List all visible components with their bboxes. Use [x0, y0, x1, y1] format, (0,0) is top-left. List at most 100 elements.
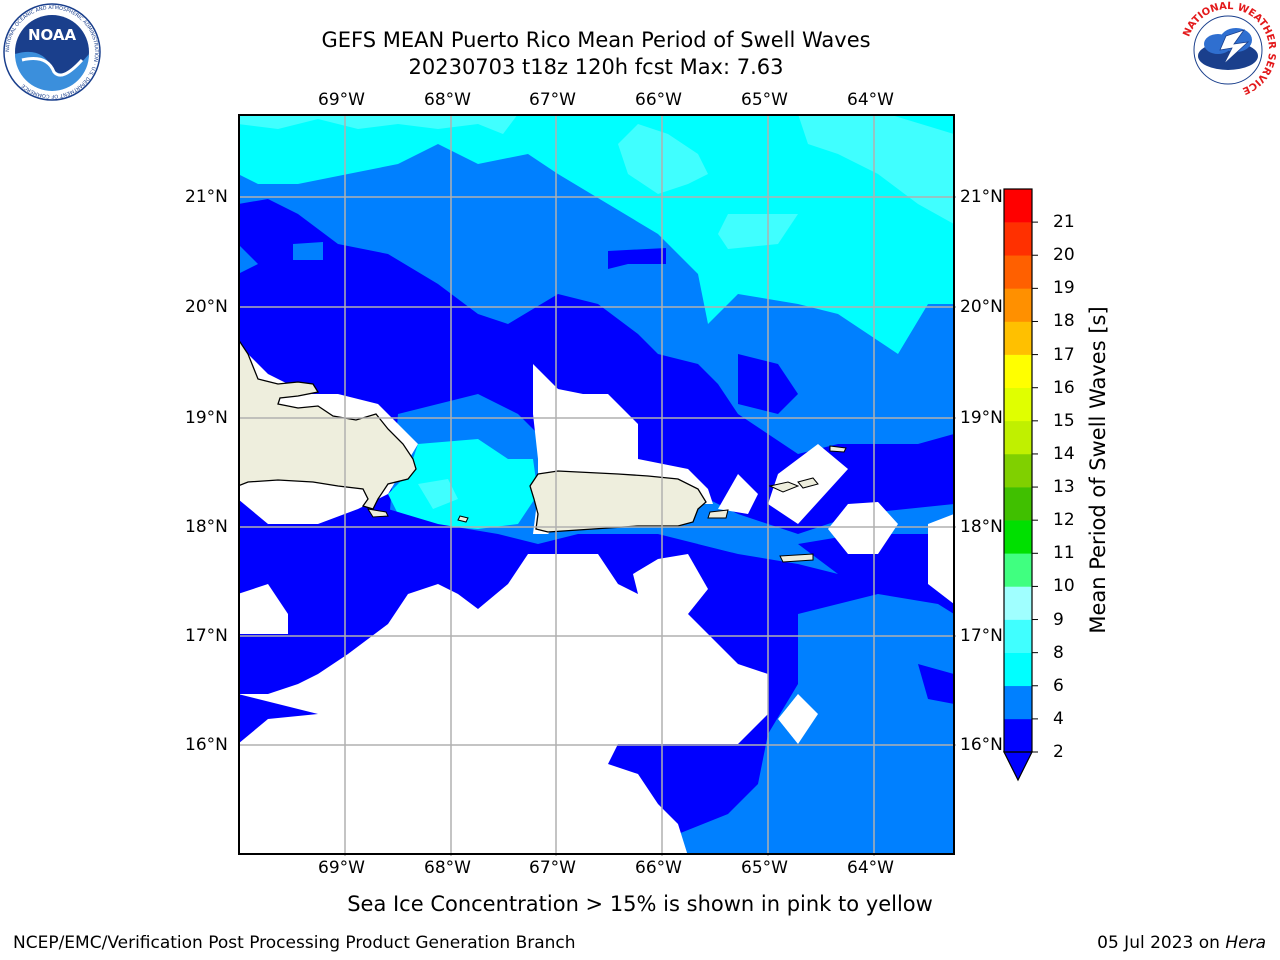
swell-band-island2	[608, 248, 666, 269]
mask-east1	[828, 502, 898, 554]
colorbar-segment	[1004, 652, 1032, 687]
colorbar-tick-label: 18	[1053, 311, 1075, 332]
mask-south2	[633, 554, 708, 614]
land-st-croix	[779, 553, 814, 563]
lat-label-right: 21°N	[960, 187, 1003, 207]
colorbar-segment	[1004, 553, 1032, 587]
colorbar-tick-label: 2	[1053, 742, 1064, 762]
land-vieques	[707, 509, 729, 519]
land-mona	[457, 515, 469, 523]
footer-host: Hera	[1225, 933, 1266, 953]
lon-label-top: 66°W	[635, 90, 682, 110]
swell-band-light-mona	[418, 479, 458, 509]
colorbar-tick-label: 9	[1053, 609, 1064, 630]
map-frame	[238, 114, 955, 855]
colorbar-tick-label: 21	[1053, 212, 1075, 233]
colorbar-extend-arrow	[1003, 751, 1033, 782]
swell-band-edge	[239, 245, 258, 274]
colorbar-tick-label: 15	[1053, 410, 1075, 431]
mask-vi1	[718, 474, 758, 514]
colorbar-segment	[1004, 387, 1032, 422]
colorbar	[1003, 188, 1038, 782]
colorbar-tick-label: 10	[1053, 576, 1075, 597]
lat-label-right: 16°N	[960, 735, 1003, 755]
colorbar-segment	[1004, 321, 1032, 355]
lon-label-top: 68°W	[424, 90, 471, 110]
swell-band-cyan-mona	[388, 439, 538, 529]
colorbar-tick-label: 13	[1053, 477, 1075, 498]
footer-branch: NCEP/EMC/Verification Post Processing Pr…	[13, 933, 576, 953]
colorbar-frame	[1003, 188, 1033, 753]
lon-label-bottom: 67°W	[529, 858, 576, 878]
lat-label-right: 19°N	[960, 408, 1003, 428]
mask-west1	[239, 584, 288, 634]
lat-label-left: 17°N	[185, 626, 228, 646]
swell-band-light-north	[239, 115, 518, 134]
colorbar-segment	[1004, 718, 1032, 753]
footer-date-text: 05 Jul 2023 on	[1097, 933, 1226, 953]
colorbar-tick-label: 17	[1053, 344, 1075, 365]
land-bvi	[797, 477, 819, 489]
colorbar-tick-label: 16	[1053, 377, 1075, 398]
colorbar-tick-label: 8	[1053, 642, 1064, 663]
map-gridlines	[238, 114, 956, 856]
colorbar-label: Mean Period of Swell Waves [s]	[1086, 306, 1110, 634]
lat-label-left: 16°N	[185, 735, 228, 755]
lat-label-right: 20°N	[960, 297, 1003, 317]
swell-band-cyan-north	[239, 115, 953, 354]
colorbar-segment	[1004, 288, 1032, 322]
colorbar-segment	[1004, 420, 1032, 455]
lon-label-top: 65°W	[741, 90, 788, 110]
land-st-thomas	[768, 481, 800, 493]
nws-logo: NATIONAL WEATHER SERVICE	[1181, 1, 1277, 96]
swell-band-light-north2	[618, 124, 708, 194]
noaa-logo-text: NOAA	[28, 26, 77, 44]
map-subtitle: 20230703 t18z 120h fcst Max: 7.63	[408, 55, 784, 79]
footer-date: 05 Jul 2023 on Hera	[1097, 932, 1266, 954]
colorbar-segment	[1004, 453, 1032, 488]
land-islet	[366, 508, 389, 518]
land-anegada	[829, 445, 847, 453]
sea-ice-caption: Sea Ice Concentration > 15% is shown in …	[347, 892, 933, 916]
lon-label-bottom: 66°W	[635, 858, 682, 878]
lon-label-top: 67°W	[529, 90, 576, 110]
colorbar-tick-label: 11	[1053, 543, 1075, 564]
colorbar-tick-label: 12	[1053, 510, 1075, 531]
colorbar-tick-label: 4	[1053, 708, 1064, 729]
colorbar-segment	[1004, 222, 1032, 256]
colorbar-tick-label: 20	[1053, 245, 1075, 266]
colorbar-tick-label: 14	[1053, 443, 1075, 464]
swell-band-island1	[293, 242, 323, 260]
map-title: GEFS MEAN Puerto Rico Mean Period of Swe…	[321, 28, 871, 52]
lon-label-bottom: 64°W	[847, 858, 894, 878]
colorbar-segment	[1004, 586, 1032, 620]
noaa-logo: NOAA NATIONAL OCEANIC AND ATMOSPHERIC AD…	[3, 3, 101, 101]
lat-label-left: 18°N	[185, 517, 228, 537]
lat-label-right: 17°N	[960, 626, 1003, 646]
mask-south	[239, 554, 768, 853]
land-hispaniola	[239, 339, 417, 510]
map-plot	[238, 114, 956, 856]
swell-band-se-patch	[918, 664, 953, 704]
lon-label-bottom: 68°W	[424, 858, 471, 878]
mask-east3	[928, 514, 953, 604]
colorbar-segment	[1004, 255, 1032, 289]
mask-east2	[778, 694, 818, 744]
lon-label-top: 64°W	[847, 90, 894, 110]
lat-label-right: 18°N	[960, 517, 1003, 537]
lon-label-top: 69°W	[318, 90, 365, 110]
swell-band-light-patch	[718, 214, 798, 249]
colorbar-tick-label: 19	[1053, 278, 1075, 299]
colorbar-segment	[1004, 685, 1032, 720]
colorbar-segment	[1004, 487, 1032, 521]
colorbar-tick-label: 6	[1053, 675, 1064, 696]
colorbar-segment	[1004, 354, 1032, 389]
colorbar-segment	[1004, 189, 1032, 223]
lat-label-left: 20°N	[185, 297, 228, 317]
colorbar-segment	[1004, 520, 1032, 554]
lat-label-left: 21°N	[185, 187, 228, 207]
colorbar-segment	[1004, 619, 1032, 653]
lon-label-bottom: 69°W	[318, 858, 365, 878]
lat-label-left: 19°N	[185, 408, 228, 428]
lon-label-bottom: 65°W	[741, 858, 788, 878]
